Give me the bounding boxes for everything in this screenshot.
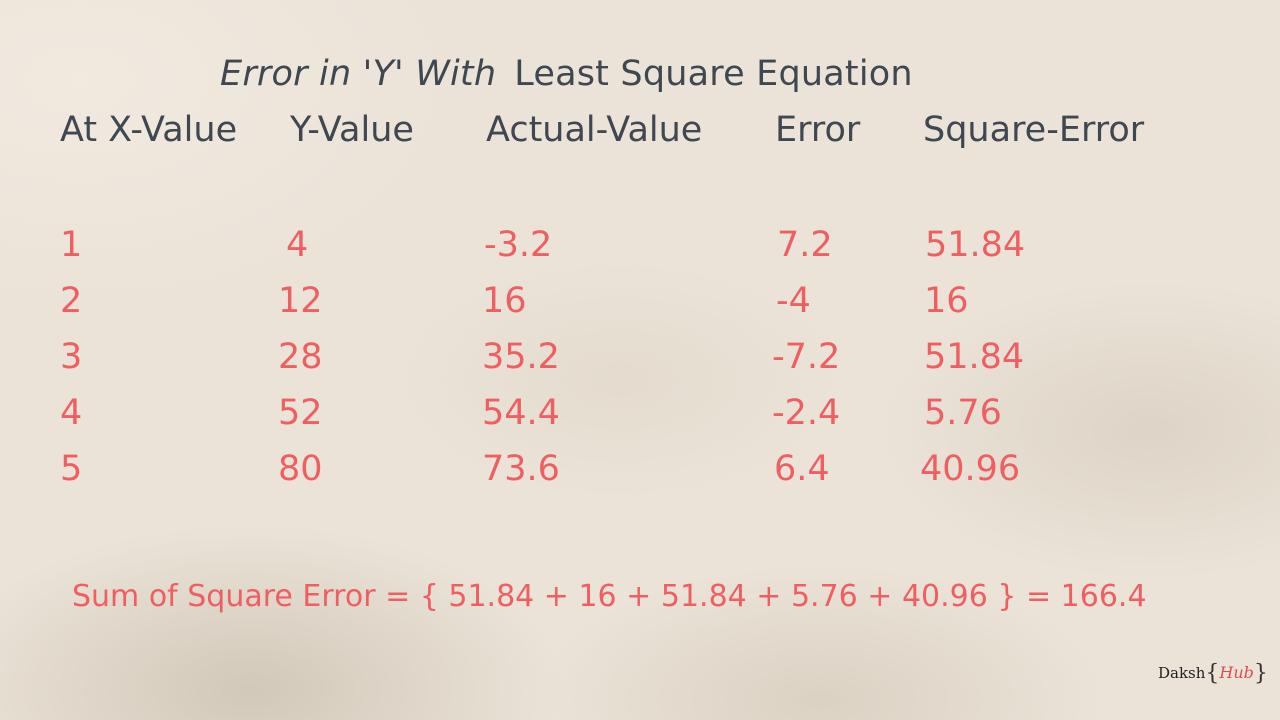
slide-title: Error in 'Y' With Least Square Equation: [220, 54, 913, 94]
cell-square-error: 40.96: [920, 449, 1021, 489]
column-header-square-error: Square-Error: [923, 110, 1145, 150]
cell-actual-value: 16: [482, 281, 527, 321]
cell-y-value: 52: [278, 393, 323, 433]
column-header-y-value: Y-Value: [290, 110, 414, 150]
logo-brace-close: }: [1253, 661, 1268, 686]
logo-daksh-text: Daksh: [1158, 664, 1206, 682]
column-header-actual-value: Actual-Value: [486, 110, 703, 150]
cell-square-error: 5.76: [924, 393, 1002, 433]
cell-error: -4: [776, 281, 811, 321]
cell-x-value: 2: [60, 281, 83, 321]
cell-actual-value: 73.6: [482, 449, 560, 489]
cell-x-value: 4: [60, 393, 83, 433]
cell-x-value: 3: [60, 337, 83, 377]
cell-y-value: 12: [278, 281, 323, 321]
cell-error: -7.2: [772, 337, 841, 377]
cell-y-value: 28: [278, 337, 323, 377]
sum-of-square-error: Sum of Square Error = { 51.84 + 16 + 51.…: [72, 579, 1147, 614]
cell-error: 7.2: [777, 225, 833, 265]
cell-square-error: 51.84: [925, 225, 1026, 265]
title-rest-part: Least Square Equation: [514, 54, 913, 94]
cell-actual-value: 35.2: [482, 337, 560, 377]
cell-error: -2.4: [772, 393, 841, 433]
cell-x-value: 5: [60, 449, 83, 489]
cell-actual-value: 54.4: [482, 393, 560, 433]
cell-y-value: 4: [286, 225, 309, 265]
daksh-hub-logo: Daksh{Hub}: [1158, 661, 1268, 686]
cell-square-error: 16: [924, 281, 969, 321]
cell-y-value: 80: [278, 449, 323, 489]
cell-actual-value: -3.2: [484, 225, 553, 265]
cell-error: 6.4: [774, 449, 830, 489]
cell-x-value: 1: [60, 225, 83, 265]
column-header-x-value: At X-Value: [60, 110, 238, 150]
cell-square-error: 51.84: [924, 337, 1025, 377]
logo-hub-text: Hub: [1219, 663, 1254, 682]
column-header-error: Error: [775, 110, 861, 150]
title-italic-part: Error in 'Y' With: [220, 54, 497, 94]
logo-brace-open: {: [1205, 661, 1220, 686]
